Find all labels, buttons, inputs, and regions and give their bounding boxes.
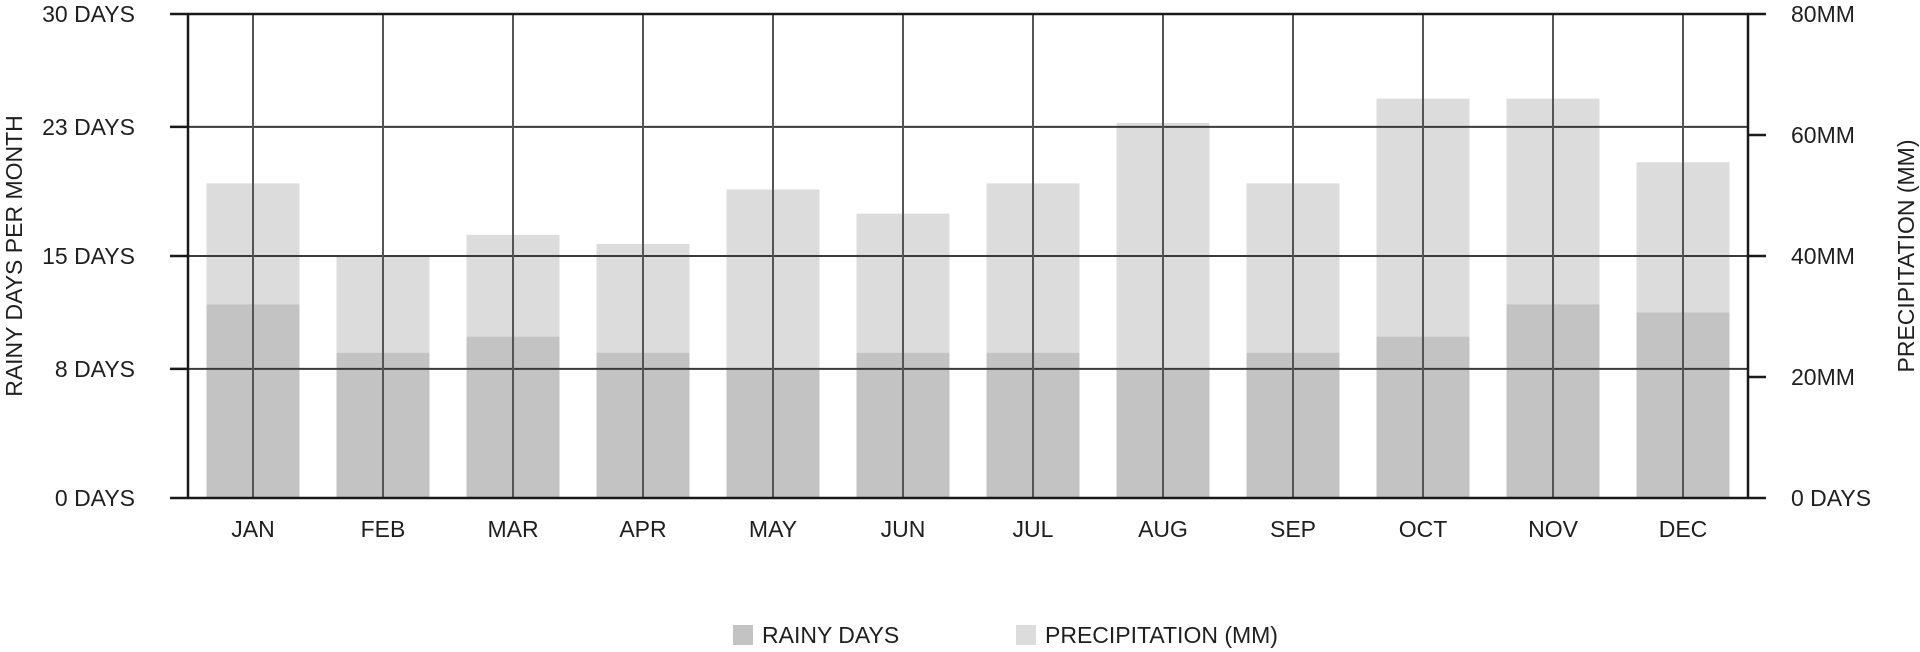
category-label-oct: OCT xyxy=(1399,516,1448,542)
ticks-layer xyxy=(170,12,1766,500)
category-label-apr: APR xyxy=(619,516,666,542)
grid-layer xyxy=(188,14,1748,498)
legend-swatch xyxy=(733,625,753,645)
right-axis-title: PRECIPITATION (MM) xyxy=(1893,140,1919,373)
category-label-sep: SEP xyxy=(1270,516,1316,542)
legend-swatch xyxy=(1016,625,1036,645)
legend-label: RAINY DAYS xyxy=(762,622,899,648)
left-tick-label: 30 DAYS xyxy=(42,1,135,27)
left-tick-label: 23 DAYS xyxy=(42,114,135,140)
left-tick-label: 15 DAYS xyxy=(42,243,135,269)
right-tick-label: 0 DAYS xyxy=(1791,485,1871,511)
category-label-aug: AUG xyxy=(1138,516,1188,542)
right-tick-label: 80MM xyxy=(1791,1,1855,27)
legend: RAINY DAYS PRECIPITATION (MM) xyxy=(733,622,1278,648)
left-axis-title: RAINY DAYS PER MONTH xyxy=(1,115,27,397)
legend-label: PRECIPITATION (MM) xyxy=(1045,622,1278,648)
left-tick-label: 8 DAYS xyxy=(55,356,135,382)
category-label-nov: NOV xyxy=(1528,516,1579,542)
category-label-may: MAY xyxy=(749,516,797,542)
left-tick-label: 0 DAYS xyxy=(55,485,135,511)
category-label-jun: JUN xyxy=(881,516,926,542)
category-label-jul: JUL xyxy=(1013,516,1054,542)
right-tick-label: 20MM xyxy=(1791,364,1855,390)
category-label-jan: JAN xyxy=(231,516,274,542)
right-tick-label: 60MM xyxy=(1791,122,1855,148)
category-label-mar: MAR xyxy=(487,516,538,542)
labels-layer: 30 DAYS 23 DAYS 15 DAYS 8 DAYS 0 DAYS 80MM 60M… xyxy=(1,1,1919,542)
category-label-dec: DEC xyxy=(1659,516,1708,542)
bars-layer xyxy=(206,98,1730,499)
category-label-feb: FEB xyxy=(361,516,406,542)
right-tick-label: 40MM xyxy=(1791,243,1855,269)
